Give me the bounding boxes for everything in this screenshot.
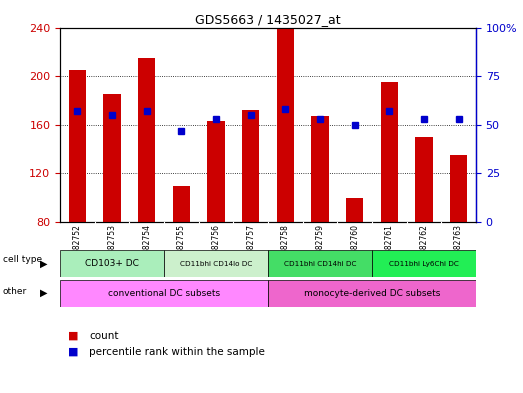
Text: monocyte-derived DC subsets: monocyte-derived DC subsets [304, 289, 440, 298]
Text: count: count [89, 331, 118, 341]
Text: CD103+ DC: CD103+ DC [85, 259, 139, 268]
Text: other: other [3, 287, 27, 296]
Bar [450, 155, 467, 222]
Bar [60, 280, 268, 307]
Text: GSM1582752: GSM1582752 [73, 224, 82, 275]
Text: GSM1582758: GSM1582758 [281, 224, 290, 275]
Bar [208, 121, 225, 222]
Bar [277, 28, 294, 222]
Text: ■: ■ [68, 331, 78, 341]
Bar [311, 116, 328, 222]
Title: GDS5663 / 1435027_at: GDS5663 / 1435027_at [195, 13, 341, 26]
Text: cell type: cell type [3, 255, 42, 264]
Text: GSM1582755: GSM1582755 [177, 224, 186, 275]
Text: GSM1582763: GSM1582763 [454, 224, 463, 275]
Text: GSM1582753: GSM1582753 [108, 224, 117, 275]
Text: GSM1582754: GSM1582754 [142, 224, 151, 275]
Bar [164, 250, 268, 277]
Text: percentile rank within the sample: percentile rank within the sample [89, 347, 265, 357]
Bar [381, 82, 398, 222]
Bar [104, 94, 121, 222]
Text: ▶: ▶ [40, 259, 47, 269]
Text: CD11bhi Ly6Chi DC: CD11bhi Ly6Chi DC [389, 261, 459, 267]
Text: GSM1582762: GSM1582762 [419, 224, 428, 275]
Bar [60, 250, 164, 277]
Bar [372, 250, 476, 277]
Text: CD11bhi CD14hi DC: CD11bhi CD14hi DC [284, 261, 356, 267]
Bar [268, 250, 372, 277]
Bar [242, 110, 259, 222]
Bar [346, 198, 363, 222]
Bar [138, 58, 155, 222]
Text: ▶: ▶ [40, 288, 47, 298]
Text: CD11bhi CD14lo DC: CD11bhi CD14lo DC [180, 261, 252, 267]
Text: conventional DC subsets: conventional DC subsets [108, 289, 220, 298]
Bar [173, 185, 190, 222]
Text: GSM1582759: GSM1582759 [315, 224, 324, 275]
Text: ■: ■ [68, 347, 78, 357]
Bar [69, 70, 86, 222]
Bar [415, 137, 433, 222]
Bar [268, 280, 476, 307]
Text: GSM1582761: GSM1582761 [385, 224, 394, 275]
Text: GSM1582757: GSM1582757 [246, 224, 255, 275]
Text: GSM1582756: GSM1582756 [212, 224, 221, 275]
Text: GSM1582760: GSM1582760 [350, 224, 359, 275]
